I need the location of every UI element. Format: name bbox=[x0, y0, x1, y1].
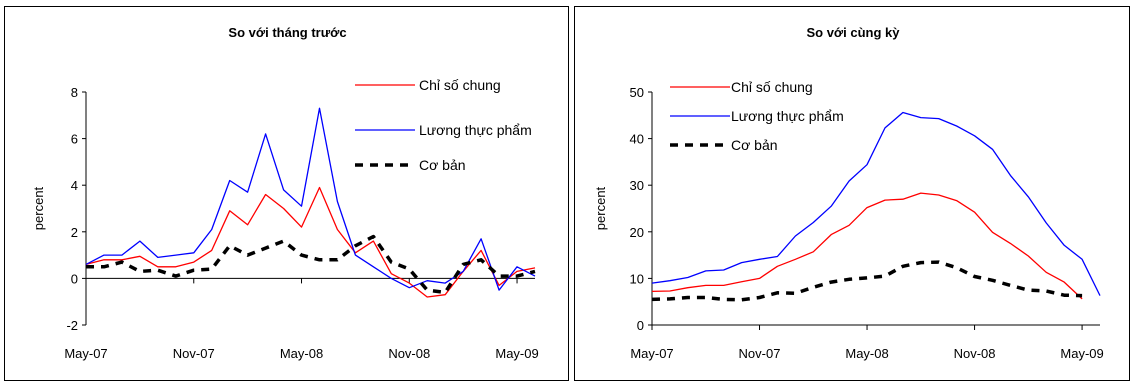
y-tick-label: 20 bbox=[630, 225, 644, 240]
x-tick-label: May-09 bbox=[495, 346, 538, 361]
series-line-1 bbox=[651, 111, 1101, 296]
legend-label-1: Lương thực phẩm bbox=[731, 108, 844, 124]
legend-label-2: Cơ bản bbox=[419, 157, 466, 173]
series-line-0 bbox=[85, 186, 536, 298]
y-tick-label: 2 bbox=[71, 225, 78, 240]
x-tick-label: May-07 bbox=[630, 346, 673, 361]
series-line-2 bbox=[86, 234, 536, 295]
y-tick-label: 0 bbox=[637, 318, 644, 333]
y-tick-label: 10 bbox=[630, 271, 644, 286]
y-axis-label: percent bbox=[593, 186, 608, 230]
legend-label-2: Cơ bản bbox=[731, 137, 778, 153]
y-tick-label: -2 bbox=[66, 318, 78, 333]
y-tick-label: 0 bbox=[71, 271, 78, 286]
x-tick-label: Nov-07 bbox=[739, 346, 781, 361]
series-line-2 bbox=[651, 260, 1083, 302]
x-tick-label: Nov-08 bbox=[954, 346, 996, 361]
x-tick-label: May-09 bbox=[1060, 346, 1103, 361]
chart-title: So với cùng kỳ bbox=[806, 25, 900, 40]
x-tick-label: May-08 bbox=[280, 346, 323, 361]
y-axis-label: percent bbox=[31, 186, 46, 230]
y-tick-label: 40 bbox=[630, 132, 644, 147]
y-tick-label: 30 bbox=[630, 178, 644, 193]
y-tick-label: 6 bbox=[71, 132, 78, 147]
series-line-1 bbox=[85, 107, 536, 291]
series-line-0 bbox=[651, 192, 1083, 300]
chart-month-on-month: So với tháng trước percent -2 0 2 4 6 8 May-07 No… bbox=[31, 25, 539, 361]
legend-label-0: Chỉ số chung bbox=[731, 79, 813, 95]
y-tick-label: 8 bbox=[71, 85, 78, 100]
x-tick-label: Nov-08 bbox=[388, 346, 430, 361]
x-tick-label: May-07 bbox=[64, 346, 107, 361]
y-tick-label: 4 bbox=[71, 178, 78, 193]
x-tick-label: Nov-07 bbox=[173, 346, 215, 361]
chart-panel-year-on-year: So với cùng kỳ percent 0 10 20 30 40 50 May-07 No… bbox=[574, 6, 1130, 381]
chart-title: So với tháng trước bbox=[228, 25, 346, 40]
legend-label-0: Chỉ số chung bbox=[419, 77, 501, 93]
chart-year-on-year: So với cùng kỳ percent 0 10 20 30 40 50 May-07 No… bbox=[593, 25, 1104, 361]
x-tick-label: May-08 bbox=[845, 346, 888, 361]
legend-label-1: Lương thực phẩm bbox=[419, 122, 532, 138]
y-tick-label: 50 bbox=[630, 85, 644, 100]
chart-panel-month-on-month: So với tháng trước percent -2 0 2 4 6 8 May-07 No… bbox=[4, 6, 569, 381]
